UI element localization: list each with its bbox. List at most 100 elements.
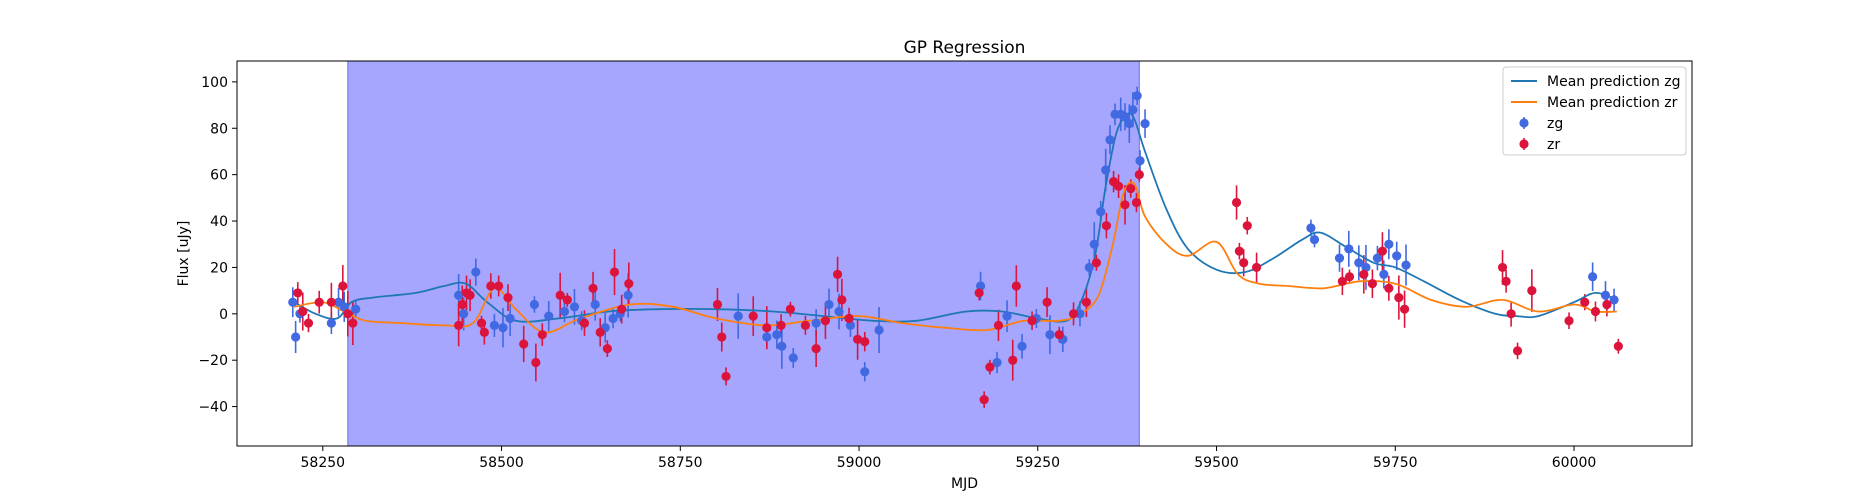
legend-label: Mean prediction zr	[1547, 95, 1678, 111]
y-tick-label: −20	[198, 353, 228, 369]
zr-point	[800, 320, 811, 330]
zr-point	[1384, 283, 1394, 293]
zr-point	[844, 313, 854, 324]
zr-point	[602, 343, 612, 354]
shaded-region	[347, 60, 1140, 447]
zr-point	[1367, 279, 1378, 289]
zr-point	[1234, 246, 1245, 256]
zg-point	[992, 357, 1002, 368]
x-tick-label: 60000	[1552, 455, 1597, 471]
zr-point	[1359, 269, 1369, 279]
zr-point	[748, 311, 758, 321]
zg-point	[559, 306, 570, 317]
zg-point	[762, 332, 772, 342]
shaded-region-layer	[347, 60, 1140, 447]
zg-point	[845, 320, 856, 330]
zr-point	[1602, 299, 1612, 310]
zg-point	[1344, 244, 1354, 254]
zg-point	[1096, 207, 1106, 217]
zr-point	[486, 281, 496, 291]
x-axis-label: MJD	[951, 476, 978, 492]
y-tick-label: 100	[201, 75, 228, 91]
zr-point	[303, 318, 314, 328]
zg-point	[1354, 258, 1364, 268]
zg-point	[788, 353, 798, 363]
zr-point	[617, 304, 627, 314]
zg-point	[777, 341, 787, 351]
x-ticks: 58250 58500 58750 59000 59250 59500 59750 60000	[301, 446, 1597, 471]
zg-point	[339, 302, 349, 312]
zr-point	[454, 320, 464, 330]
zr-point	[1580, 297, 1590, 307]
zr-point	[555, 290, 565, 300]
zg-point	[975, 281, 986, 291]
zr-point	[785, 304, 796, 314]
zg-point	[569, 302, 580, 312]
zr-point	[1399, 304, 1410, 314]
zr-point	[338, 281, 348, 291]
chart-title: GP Regression	[904, 38, 1026, 58]
zr-point	[343, 309, 353, 319]
zg-point	[498, 323, 508, 333]
zr-point	[762, 323, 772, 333]
y-tick-label: 60	[210, 168, 228, 184]
zr-point	[1054, 330, 1064, 340]
zr-point	[1101, 221, 1112, 231]
x-tick-label: 59750	[1373, 455, 1418, 471]
zr-point	[1008, 355, 1018, 365]
zr-point	[717, 332, 727, 342]
zg-point	[1588, 272, 1598, 282]
zr-point	[1113, 181, 1124, 191]
y-tick-label: −40	[198, 400, 228, 416]
zg-point	[1306, 223, 1316, 233]
zr-point	[1027, 316, 1037, 326]
x-tick-label: 58500	[479, 455, 524, 471]
zr-point	[537, 330, 547, 340]
zr-point	[588, 283, 598, 293]
points-layer	[288, 91, 1623, 405]
zg-point	[1372, 253, 1383, 263]
zr-point	[531, 357, 541, 368]
zg-point	[1089, 239, 1099, 249]
zr-point	[1564, 316, 1574, 326]
zg-point	[1084, 262, 1094, 273]
zr-point	[1590, 306, 1601, 317]
zr-point	[1377, 246, 1388, 256]
zg-point	[1120, 112, 1130, 122]
legend-label: zr	[1547, 137, 1560, 153]
zg-point	[811, 318, 821, 328]
legend-label: Mean prediction zg	[1547, 74, 1681, 90]
zg-point	[351, 304, 361, 314]
line-mean-prediction-zg	[293, 112, 1618, 323]
legend-label: zg	[1547, 116, 1563, 132]
legend-point-swatch	[1519, 118, 1529, 128]
zg-point	[288, 297, 298, 307]
zr-point	[479, 327, 489, 337]
zr-point	[974, 288, 984, 298]
zr-point	[979, 395, 989, 405]
zg-point	[1379, 269, 1389, 279]
zr-point	[776, 320, 786, 330]
zr-point	[465, 290, 475, 300]
zg-point	[1002, 311, 1012, 321]
zr-point	[1068, 309, 1079, 319]
zr-point	[579, 318, 590, 328]
zr-point	[298, 306, 308, 317]
zr-point	[1011, 281, 1021, 291]
legend-box	[1502, 66, 1687, 156]
zg-point	[489, 320, 499, 330]
zr-point	[1091, 258, 1102, 268]
zg-point	[590, 299, 600, 310]
zg-point	[834, 306, 844, 317]
zr-point	[1251, 262, 1262, 273]
zg-point	[1609, 295, 1619, 305]
zg-point	[772, 330, 782, 340]
zr-point	[609, 267, 620, 277]
zr-point	[503, 292, 513, 303]
zr-point	[985, 362, 995, 372]
zr-point	[1120, 200, 1130, 210]
zg-point	[1101, 165, 1111, 175]
zr-point	[1501, 276, 1511, 286]
zr-point	[1344, 272, 1355, 282]
